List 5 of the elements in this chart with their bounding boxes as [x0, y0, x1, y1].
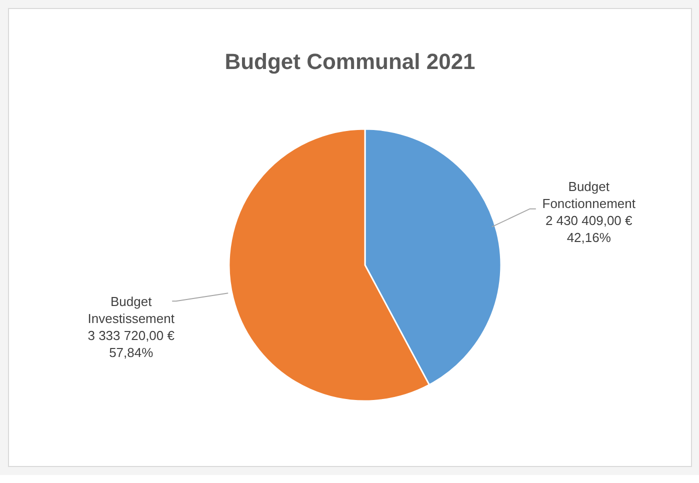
data-label: 2 430 409,00 € 42,16%: [546, 212, 634, 245]
chart-title: Budget Communal 2021: [224, 49, 476, 75]
slice-label: Budget Investissement: [88, 294, 175, 326]
slice-label: Budget Fonctionnement: [542, 178, 636, 211]
data-label: 3 333 720,00 € 57,84%: [88, 328, 176, 360]
